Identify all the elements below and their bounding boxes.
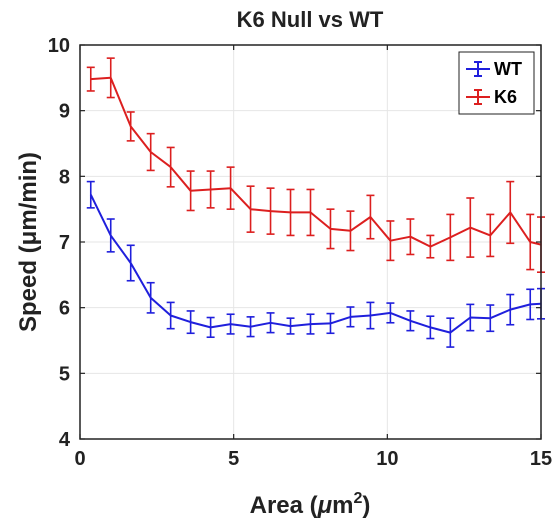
error-bar — [426, 315, 435, 340]
error-bar — [86, 180, 95, 209]
error-bar — [166, 146, 175, 188]
x-axis-label: Area (μm2) — [250, 490, 371, 519]
x-tick-label: 15 — [530, 448, 552, 470]
error-bar — [366, 194, 375, 240]
legend-item-k6: K6 — [466, 87, 517, 107]
error-bar — [126, 244, 135, 282]
legend-item-wt: WT — [466, 59, 522, 79]
y-tick-label: 5 — [59, 363, 70, 385]
error-bar — [446, 317, 455, 348]
error-bar — [226, 166, 235, 210]
y-tick-label: 8 — [59, 166, 70, 188]
ticks: 0 5 10 15 4 5 6 7 8 9 10 — [48, 35, 552, 470]
error-bar — [346, 210, 355, 252]
x-tick-label: 10 — [376, 448, 398, 470]
error-bar — [326, 312, 335, 335]
legend-label-k6: K6 — [494, 87, 517, 107]
error-bar — [286, 317, 295, 335]
error-bar — [166, 301, 175, 330]
y-tick-label: 7 — [59, 232, 70, 254]
error-bar — [386, 220, 395, 262]
y-tick-label: 6 — [59, 298, 70, 320]
legend: WT K6 — [458, 51, 535, 115]
error-bar — [106, 218, 115, 253]
error-bar — [146, 132, 155, 172]
y-tick-label: 9 — [59, 101, 70, 123]
error-bar — [286, 188, 295, 237]
y-tick-label: 4 — [59, 429, 71, 451]
error-bar — [206, 170, 215, 209]
legend-box — [458, 51, 535, 115]
error-bar — [306, 188, 315, 237]
error-bar — [206, 316, 215, 339]
error-bar — [406, 218, 415, 256]
error-bar — [126, 111, 135, 142]
error-bar — [306, 313, 315, 335]
error-bar — [526, 288, 535, 321]
error-bar — [266, 187, 275, 235]
error-bar — [326, 208, 335, 250]
x-tick-label: 5 — [228, 448, 239, 470]
series-line-wt — [89, 194, 542, 334]
error-bar — [526, 213, 535, 271]
error-bar — [246, 185, 255, 233]
error-bar — [266, 312, 275, 334]
chart-title: K6 Null vs WT — [237, 7, 384, 32]
error-bar — [366, 301, 375, 330]
x-tick-label: 0 — [74, 448, 85, 470]
y-axis-label: Speed (μm/min) — [15, 152, 42, 332]
error-bar — [486, 304, 495, 333]
error-bar — [466, 303, 475, 332]
error-bar — [146, 281, 155, 314]
error-bar — [506, 293, 515, 326]
error-bar — [106, 57, 115, 99]
error-bar — [426, 234, 435, 259]
error-bar — [246, 316, 255, 338]
y-tick-label: 10 — [48, 35, 70, 57]
series-line-k6 — [90, 76, 542, 248]
error-bar — [446, 213, 455, 262]
error-bar — [186, 170, 195, 212]
error-bar — [466, 197, 475, 258]
error-bar — [346, 306, 355, 328]
error-bar — [406, 310, 415, 332]
error-bar — [486, 213, 495, 258]
error-bar — [226, 313, 235, 335]
error-bar — [386, 302, 395, 324]
error-bar — [506, 180, 515, 245]
series-k6 — [86, 57, 545, 274]
series-layer — [86, 57, 545, 348]
error-bar — [86, 66, 95, 92]
legend-label-wt: WT — [494, 59, 522, 79]
error-bar — [186, 310, 195, 335]
